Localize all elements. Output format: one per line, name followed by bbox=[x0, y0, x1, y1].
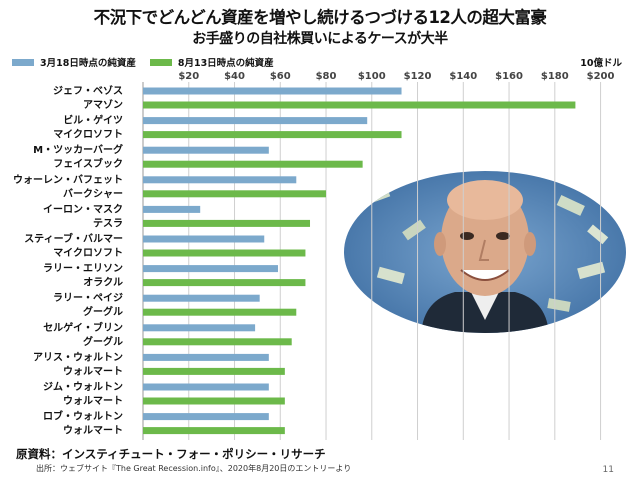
row-label-company: テスラ bbox=[93, 217, 123, 229]
row-label-company: マイクロソフト bbox=[53, 129, 123, 141]
row-label-name: スティーブ・バルマー bbox=[24, 232, 123, 245]
bar-march bbox=[143, 294, 260, 302]
legend: 3月18日時点の純資産 8月13日時点の純資産 bbox=[12, 55, 274, 69]
legend-swatch-august bbox=[149, 58, 172, 66]
legend-item-august: 8月13日時点の純資産 bbox=[149, 55, 274, 69]
bar-august bbox=[143, 427, 285, 435]
row-label-name: ジェフ・ベゾス bbox=[53, 84, 123, 97]
bar-march bbox=[143, 205, 201, 213]
bar-august bbox=[143, 190, 327, 198]
chart-subtitle: お手盛りの自社株買いによるケースが大半 bbox=[192, 31, 448, 47]
chart-title: 不況下でどんどん資産を増やし続けるつづける12人の超大富豪 bbox=[93, 8, 547, 27]
bar-august bbox=[143, 338, 292, 346]
row-label-company: ウォルマート bbox=[63, 425, 123, 437]
legend-label-march: 3月18日時点の純資産 bbox=[40, 58, 136, 69]
row-label-company: フェイスブック bbox=[53, 157, 123, 170]
unit-label: 10億ドル bbox=[580, 58, 622, 69]
legend-swatch-march bbox=[12, 58, 34, 66]
bar-august bbox=[143, 219, 311, 227]
bar-march bbox=[143, 383, 269, 391]
page-number: 11 bbox=[602, 465, 614, 475]
bar-august bbox=[143, 397, 285, 405]
source-text: 原資料：インスティチュート・フォー・ポリシー・リサーチ bbox=[16, 447, 326, 461]
legend-label-august: 8月13日時点の純資産 bbox=[177, 58, 274, 69]
tick-label: $20 bbox=[178, 71, 199, 82]
row-label-name: アリス・ウォルトン bbox=[33, 351, 123, 363]
tick-label: $200 bbox=[587, 71, 615, 82]
row-label-company: アマゾン bbox=[83, 98, 123, 111]
row-label-name: ウォーレン・バフェット bbox=[13, 174, 123, 186]
tick-label: $160 bbox=[495, 71, 523, 82]
row-label-company: バークシャー bbox=[63, 188, 123, 200]
row-label-name: セルゲイ・ブリン bbox=[43, 321, 123, 334]
row-label-company: グーグル bbox=[83, 335, 123, 348]
bar-august bbox=[143, 249, 306, 257]
tick-label: $80 bbox=[316, 71, 337, 82]
bar-august bbox=[143, 308, 297, 316]
row-label-name: M・ツッカーバーグ bbox=[33, 143, 123, 156]
row-label-name: ラリー・ペイジ bbox=[53, 292, 123, 304]
note-text: 出所：ウェブサイト『The Great Recession.info』、2020… bbox=[36, 464, 352, 473]
bar-march bbox=[143, 176, 297, 184]
row-label-company: マイクロソフト bbox=[53, 247, 123, 259]
row-label-company: オラクル bbox=[83, 277, 123, 289]
row-label-name: ジム・ウォルトン bbox=[43, 381, 123, 393]
tick-label: $60 bbox=[270, 71, 291, 82]
tick-label: $180 bbox=[541, 71, 569, 82]
bar-august bbox=[143, 160, 363, 168]
row-label-company: グーグル bbox=[83, 305, 123, 318]
bar-march bbox=[143, 265, 278, 273]
row-label-company: ウォルマート bbox=[63, 395, 123, 407]
bar-august bbox=[143, 131, 402, 139]
bar-august bbox=[143, 367, 285, 375]
row-label-name: ビル・ゲイツ bbox=[63, 114, 123, 127]
bar-march bbox=[143, 235, 265, 243]
portrait-photo bbox=[344, 171, 626, 333]
bar-march bbox=[143, 324, 256, 332]
bar-march bbox=[143, 413, 269, 421]
tick-label: $120 bbox=[404, 71, 432, 82]
row-label-name: ラリー・エリソン bbox=[43, 263, 123, 275]
tick-label: $40 bbox=[224, 71, 245, 82]
legend-item-march: 3月18日時点の純資産 bbox=[12, 55, 136, 69]
bar-august bbox=[143, 279, 306, 287]
bar-march bbox=[143, 146, 269, 154]
tick-label: $140 bbox=[449, 71, 477, 82]
row-label-name: イーロン・マスク bbox=[43, 203, 123, 215]
row-label-name: ロブ・ウォルトン bbox=[43, 410, 123, 423]
row-label-company: ウォルマート bbox=[63, 365, 123, 377]
bar-march bbox=[143, 117, 368, 125]
tick-label: $100 bbox=[358, 71, 386, 82]
bar-march bbox=[143, 353, 269, 361]
bar-march bbox=[143, 87, 402, 95]
bar-august bbox=[143, 101, 576, 109]
